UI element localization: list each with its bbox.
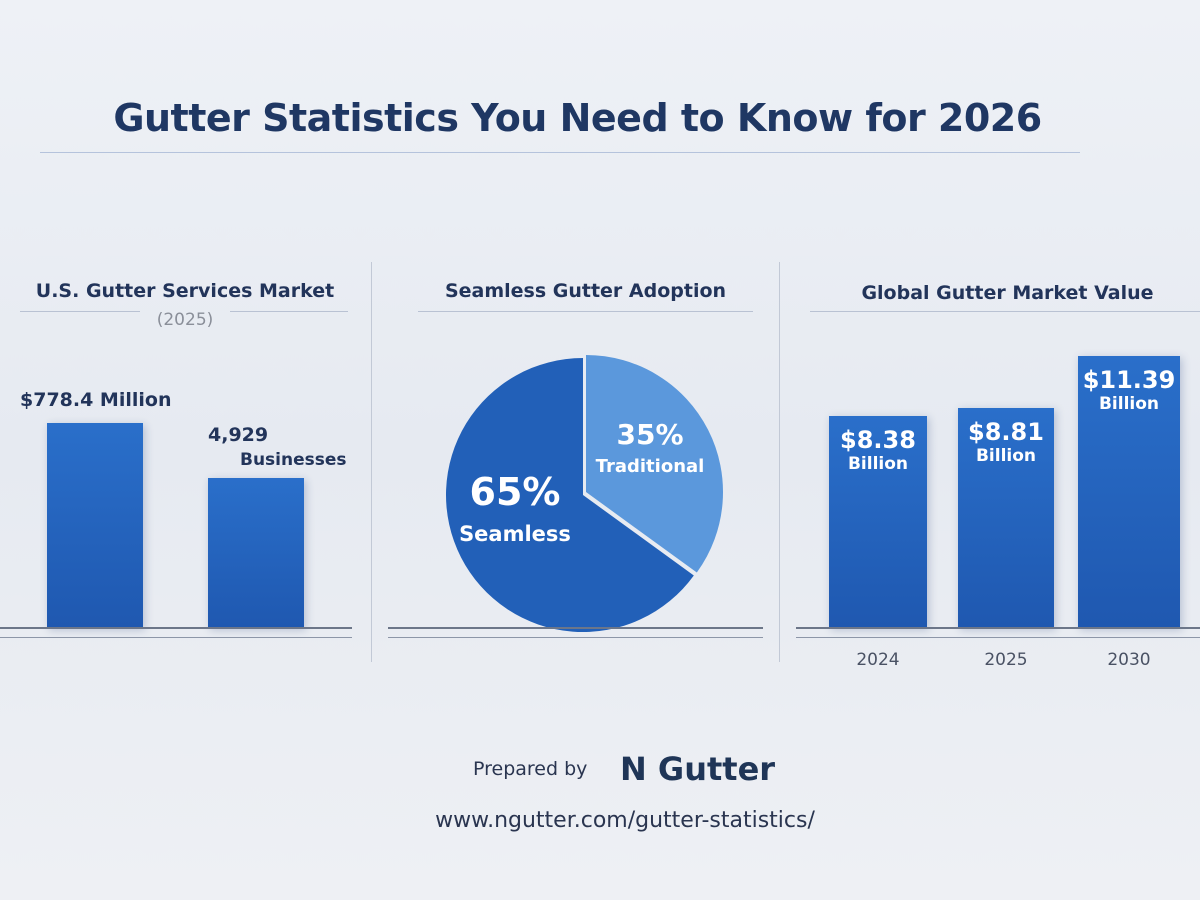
panel-divider (371, 262, 372, 662)
bar-market-size (47, 423, 143, 628)
data-label-2030: $11.39 (1082, 366, 1176, 395)
data-label-2024: $8.38 (840, 426, 916, 455)
bar-businesses (208, 478, 304, 628)
x-tick-2024: 2024 (856, 650, 900, 670)
panel-divider (779, 262, 780, 662)
pie-label-seamless-value: 65% (469, 470, 561, 514)
bar-2025: $8.81 Billion (958, 407, 1054, 628)
us-market-title: U.S. Gutter Services Market (35, 280, 335, 302)
axis-underline (0, 637, 352, 638)
x-tick-2030: 2030 (1107, 650, 1151, 670)
data-label-businesses: 4,929 (208, 424, 269, 446)
prepared-by-label: Prepared by (473, 758, 588, 780)
pie-slice-traditional (586, 355, 723, 573)
x-tick-2025: 2025 (984, 650, 1028, 670)
data-label-businesses-unit: Businesses (240, 450, 347, 470)
adoption-title: Seamless Gutter Adoption (444, 280, 727, 302)
data-label-2025: $8.81 (968, 417, 1044, 446)
divider (20, 311, 140, 312)
data-label-2030-unit: Billion (1098, 394, 1160, 415)
pie-slice-seamless (445, 358, 694, 632)
pie-label-traditional: Traditional (595, 456, 705, 477)
global-market-title: Global Gutter Market Value (861, 282, 1154, 304)
data-label-market-size: $778.4 Million (20, 389, 172, 411)
x-axis (0, 627, 352, 629)
title-divider (40, 152, 1080, 153)
baseline-underline (388, 637, 763, 638)
axis-underline (796, 637, 1200, 638)
pie-label-seamless: Seamless (459, 522, 571, 546)
pie-label-traditional-value: 35% (616, 418, 684, 451)
data-label-2025-unit: Billion (975, 445, 1037, 466)
divider (418, 311, 753, 312)
source-url[interactable]: www.ngutter.com/gutter-statistics/ (435, 808, 815, 833)
x-axis (796, 627, 1200, 629)
divider (230, 311, 348, 312)
baseline (388, 627, 763, 629)
us-market-subtitle: (2025) (156, 310, 214, 330)
pie-chart (445, 355, 723, 632)
data-label-2024-unit: Billion (847, 454, 909, 475)
bar-2030: $11.39 Billion (1078, 356, 1180, 628)
bar-2024: $8.38 Billion (829, 416, 927, 628)
brand-logo: N Gutter (620, 750, 776, 788)
page-title: Gutter Statistics You Need to Know for 2… (113, 96, 1042, 140)
divider (810, 311, 1200, 312)
